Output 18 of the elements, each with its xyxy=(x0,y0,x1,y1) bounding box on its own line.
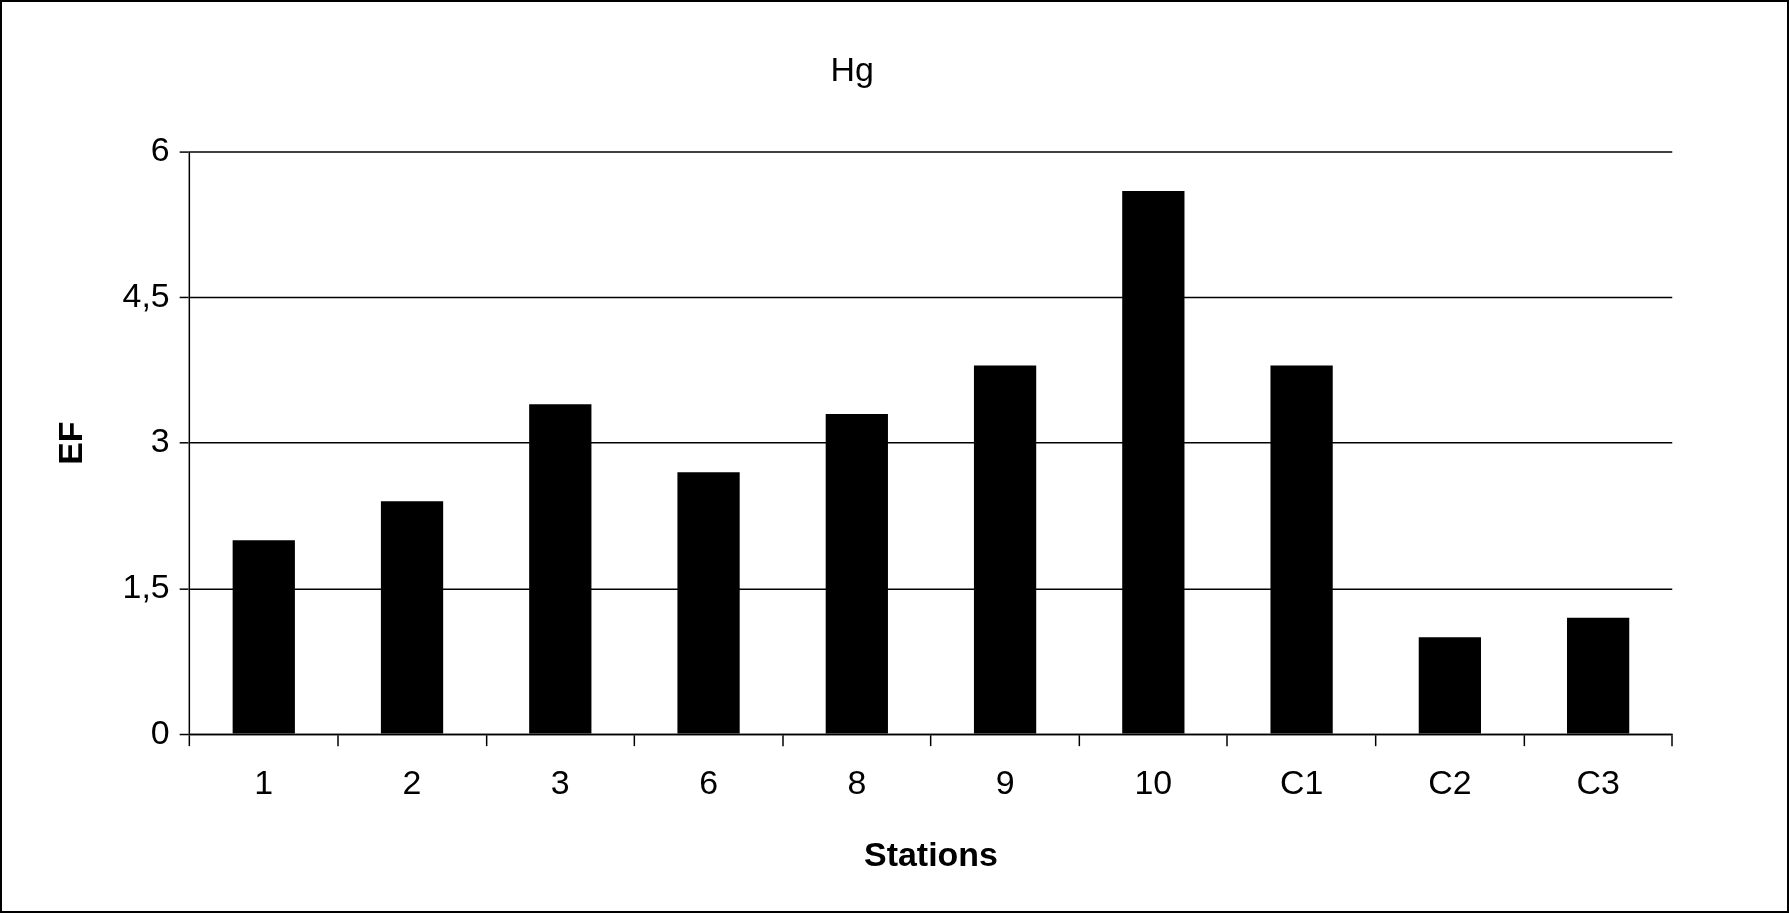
x-tick-label: 10 xyxy=(1134,762,1173,801)
y-axis-title: EF xyxy=(50,421,89,465)
x-tick-label: 6 xyxy=(699,762,718,801)
y-tick-label: 4,5 xyxy=(122,276,170,314)
x-tick-label: 9 xyxy=(995,762,1015,801)
chart-title: Hg xyxy=(830,50,874,89)
y-tick-label: 1,5 xyxy=(122,567,170,605)
x-tick-label: 8 xyxy=(847,762,867,801)
x-tick-label: 3 xyxy=(550,762,570,801)
x-tick-label: 1 xyxy=(254,762,274,801)
x-tick-label: C1 xyxy=(1279,762,1324,801)
x-tick-label: 2 xyxy=(402,762,422,801)
y-tick-label: 6 xyxy=(150,130,170,169)
y-tick-label: 3 xyxy=(150,421,170,460)
x-axis-title: Stations xyxy=(864,835,998,874)
x-tick-label: C3 xyxy=(1576,762,1620,801)
x-tick-label: C2 xyxy=(1428,762,1472,801)
y-tick-label: 0 xyxy=(150,712,170,751)
